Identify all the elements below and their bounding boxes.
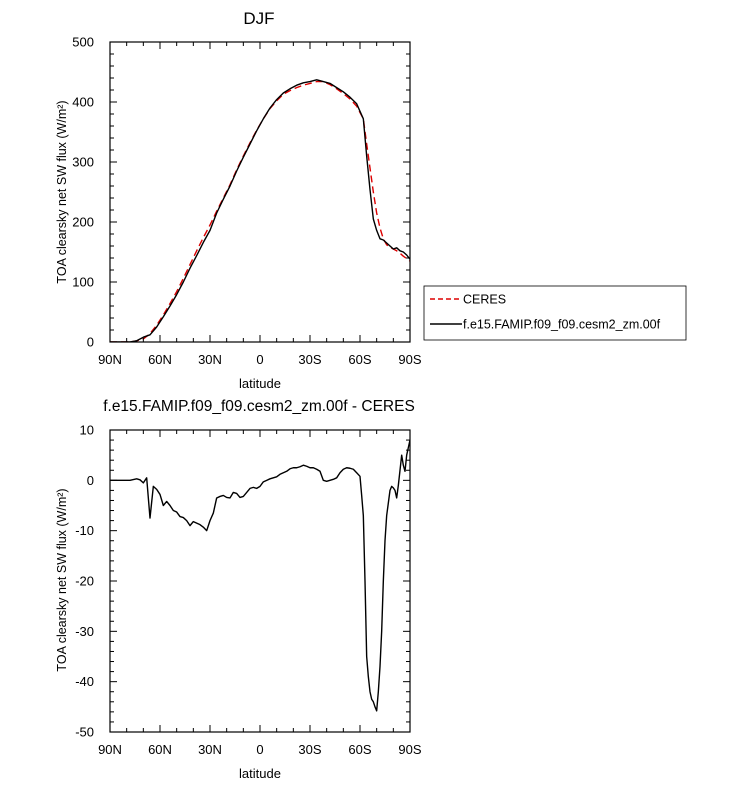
bottom-panel: f.e15.FAMIP.f09_f09.cesm2_zm.00f - CERES…	[55, 398, 422, 781]
top-ytick-label: 300	[72, 155, 94, 170]
top-panel: DJF 90N 60N 30N 0 30S 60S 90S0100200300400500 …	[55, 9, 422, 391]
bottom-ytick-label: -10	[75, 523, 94, 538]
top-ytick-label: 400	[72, 95, 94, 110]
bottom-xtick-label: 60S	[348, 742, 371, 757]
top-ytick-label: 0	[87, 335, 94, 350]
legend-label-ceres: CERES	[463, 293, 506, 307]
bottom-xlabel: latitude	[239, 766, 281, 781]
top-xtick-label: 0	[256, 352, 263, 367]
bottom-chart-title: f.e15.FAMIP.f09_f09.cesm2_zm.00f - CERES	[103, 398, 415, 415]
top-chart-title: DJF	[243, 9, 274, 28]
bottom-xtick-label: 60N	[148, 742, 172, 757]
bottom-xtick-label: 0	[256, 742, 263, 757]
top-ytick-label: 500	[72, 35, 94, 50]
top-xtick-label: 90S	[398, 352, 421, 367]
bottom-series-group	[110, 439, 410, 712]
bottom-xtick-label: 30N	[198, 742, 222, 757]
bottom-axis-ticks: 90N 60N 30N 0 30S 60S 90S -50 -40 -30 -20 -10 0 10	[75, 423, 422, 758]
top-plot-frame	[109, 41, 411, 343]
bottom-ytick-label: -30	[75, 624, 94, 639]
bottom-xtick-label: 90S	[398, 742, 421, 757]
top-xtick-label: 60N	[148, 352, 172, 367]
legend: CERES f.e15.FAMIP.f09_f09.cesm2_zm.00f	[423, 285, 687, 341]
bottom-ytick-label: 10	[80, 423, 94, 438]
top-xtick-label: 60S	[348, 352, 371, 367]
bottom-ytick-label: -40	[75, 674, 94, 689]
top-xlabel: latitude	[239, 376, 281, 391]
bottom-ylabel: TOA clearsky net SW flux (W/m²)	[55, 488, 69, 671]
top-series-line-0	[110, 80, 410, 342]
bottom-ytick-label: -20	[75, 574, 94, 589]
top-series-group	[110, 79, 410, 342]
top-series-line-1	[110, 79, 410, 342]
bottom-ytick-label: 0	[87, 473, 94, 488]
bottom-xtick-label: 30S	[298, 742, 321, 757]
top-ytick-label: 100	[72, 275, 94, 290]
top-axis-ticks: 90N 60N 30N 0 30S 60S 90S 0 100 200 300 400 500	[72, 35, 422, 368]
top-xtick-label: 90N	[98, 352, 122, 367]
top-ylabel: TOA clearsky net SW flux (W/m²)	[55, 100, 69, 283]
bottom-series-line-0	[110, 439, 410, 712]
top-xtick-label: 30S	[298, 352, 321, 367]
bottom-ytick-label: -50	[75, 725, 94, 740]
bottom-xtick-label: 90N	[98, 742, 122, 757]
top-xtick-label: 30N	[198, 352, 222, 367]
legend-box	[423, 285, 687, 341]
top-ytick-label: 200	[72, 215, 94, 230]
legend-label-model: f.e15.FAMIP.f09_f09.cesm2_zm.00f	[463, 318, 661, 332]
